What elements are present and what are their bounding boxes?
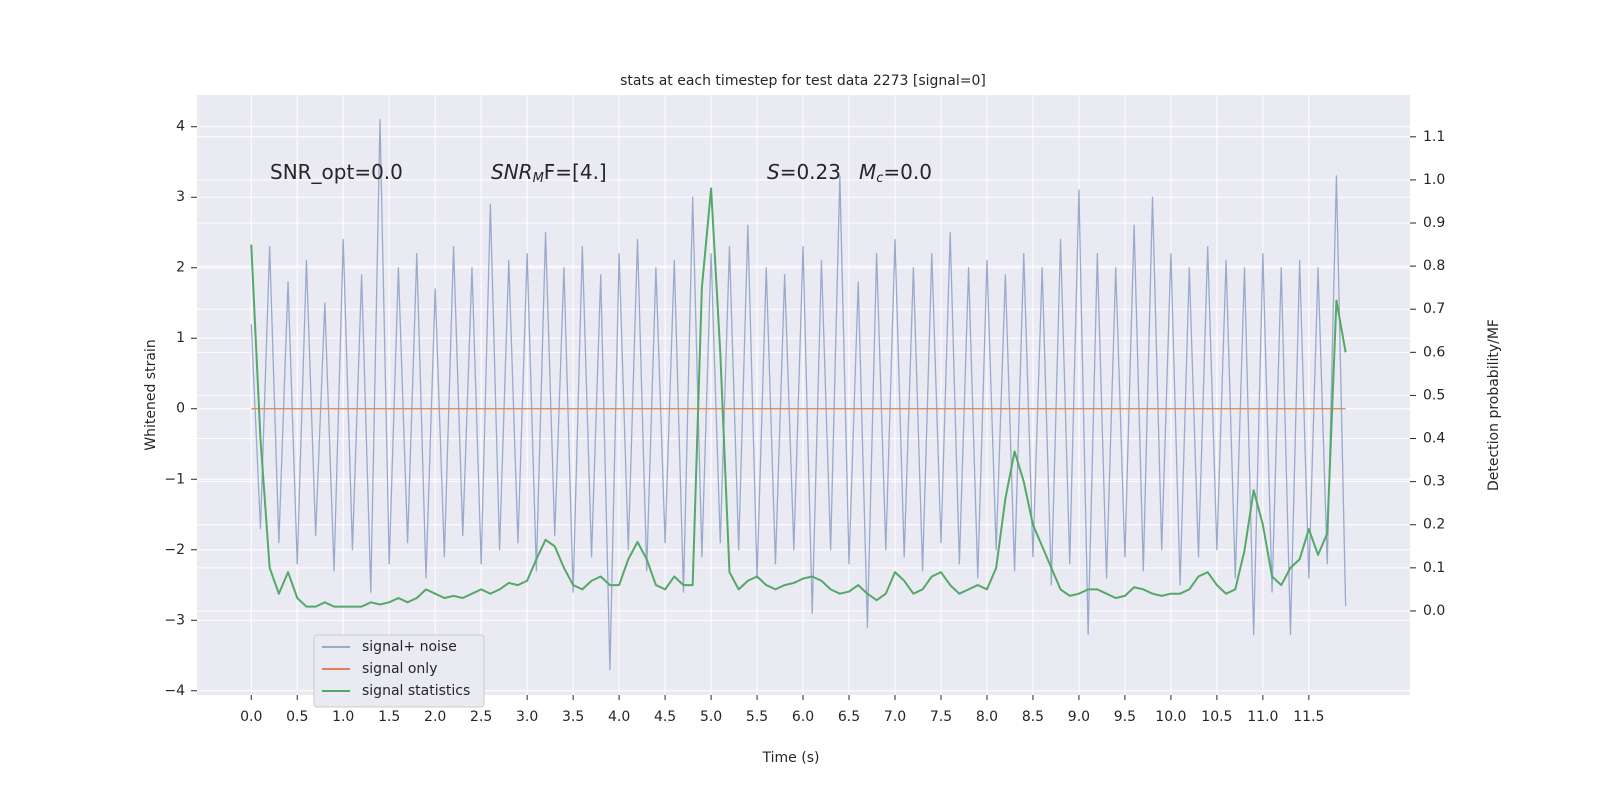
- x-tick-label: 3.5: [562, 709, 584, 725]
- annotation: Mc=0.0: [859, 160, 932, 186]
- legend-label: signal only: [362, 661, 437, 677]
- chart-title: stats at each timestep for test data 227…: [620, 73, 986, 89]
- y2-tick-label: 0.0: [1423, 603, 1445, 619]
- x-tick-label: 7.5: [930, 709, 952, 725]
- x-tick-label: 4.0: [608, 709, 630, 725]
- x-tick-label: 7.0: [884, 709, 906, 725]
- legend-label: signal+ noise: [362, 639, 457, 655]
- y2-tick-label: 0.4: [1423, 431, 1445, 447]
- y2-tick-label: 0.7: [1423, 301, 1445, 317]
- x-tick-label: 6.0: [792, 709, 814, 725]
- x-tick-label: 0.0: [240, 709, 262, 725]
- series-line: [250, 187, 1347, 608]
- y2-tick-label: 0.3: [1423, 474, 1445, 490]
- legend: signal+ noise signal only signal statistic…: [313, 634, 485, 708]
- annotation-part: SNR: [491, 160, 533, 184]
- x-tick-label: 4.5: [654, 709, 676, 725]
- annotation: SNRMF=[4.]: [491, 160, 607, 186]
- x-tick-label: 1.5: [378, 709, 400, 725]
- y-tick-label: 0: [176, 401, 185, 417]
- x-tick-label: 11.5: [1293, 709, 1324, 725]
- x-tick-label: 8.0: [976, 709, 998, 725]
- y2-tick-label: 0.8: [1423, 258, 1445, 274]
- annotation-part: F=[4.]: [544, 160, 607, 184]
- x-tick-label: 9.0: [1068, 709, 1090, 725]
- x-tick-label: 11.0: [1247, 709, 1278, 725]
- series-line: [250, 119, 1347, 671]
- x-tick-label: 3.0: [516, 709, 538, 725]
- y2-tick-label: 1.0: [1423, 172, 1445, 188]
- y2-tick-label: 0.6: [1423, 344, 1445, 360]
- x-tick-label: 1.0: [332, 709, 354, 725]
- y-tick-label: −4: [164, 683, 185, 699]
- y2-tick-label: 1.1: [1423, 129, 1445, 145]
- y2-tick-label: 0.9: [1423, 215, 1445, 231]
- x-tick-label: 2.5: [470, 709, 492, 725]
- x-tick-label: 6.5: [838, 709, 860, 725]
- y2-tick-label: 0.5: [1423, 387, 1445, 403]
- x-tick-label: 8.5: [1022, 709, 1044, 725]
- y-tick-label: 3: [176, 189, 185, 205]
- legend-label: signal statistics: [362, 683, 470, 699]
- annotation-part: M: [859, 160, 876, 184]
- y-tick-label: −1: [164, 471, 185, 487]
- x-axis-label: Time (s): [762, 750, 820, 766]
- y2-axis-label: Detection probability/MF: [1486, 319, 1502, 491]
- x-tick-label: 2.0: [424, 709, 446, 725]
- y-tick-label: −3: [164, 612, 185, 628]
- x-tick-label: 5.0: [700, 709, 722, 725]
- x-tick-label: 5.5: [746, 709, 768, 725]
- x-tick-label: 10.5: [1201, 709, 1232, 725]
- annotation-part: =0.0: [883, 160, 932, 184]
- annotation-part: M: [533, 171, 544, 186]
- y-axis-label: Whitened strain: [143, 339, 159, 450]
- y-tick-label: 4: [176, 119, 185, 135]
- y-tick-label: 2: [176, 260, 185, 276]
- annotation: SNR_opt=0.0: [270, 160, 403, 184]
- y-tick-label: −2: [164, 542, 185, 558]
- annotation-part: c: [876, 171, 883, 186]
- annotation: S=0.23: [767, 160, 841, 184]
- annotation-part: SNR_opt=0.0: [270, 160, 403, 184]
- x-tick-label: 10.0: [1155, 709, 1186, 725]
- x-tick-label: 9.5: [1114, 709, 1136, 725]
- legend-box: [313, 634, 485, 708]
- y2-tick-label: 0.1: [1423, 560, 1445, 576]
- x-tick-label: 0.5: [286, 709, 308, 725]
- annotation-part: =0.23: [780, 160, 841, 184]
- y-tick-label: 1: [176, 330, 185, 346]
- y2-tick-label: 0.2: [1423, 517, 1445, 533]
- annotation-part: S: [767, 160, 780, 184]
